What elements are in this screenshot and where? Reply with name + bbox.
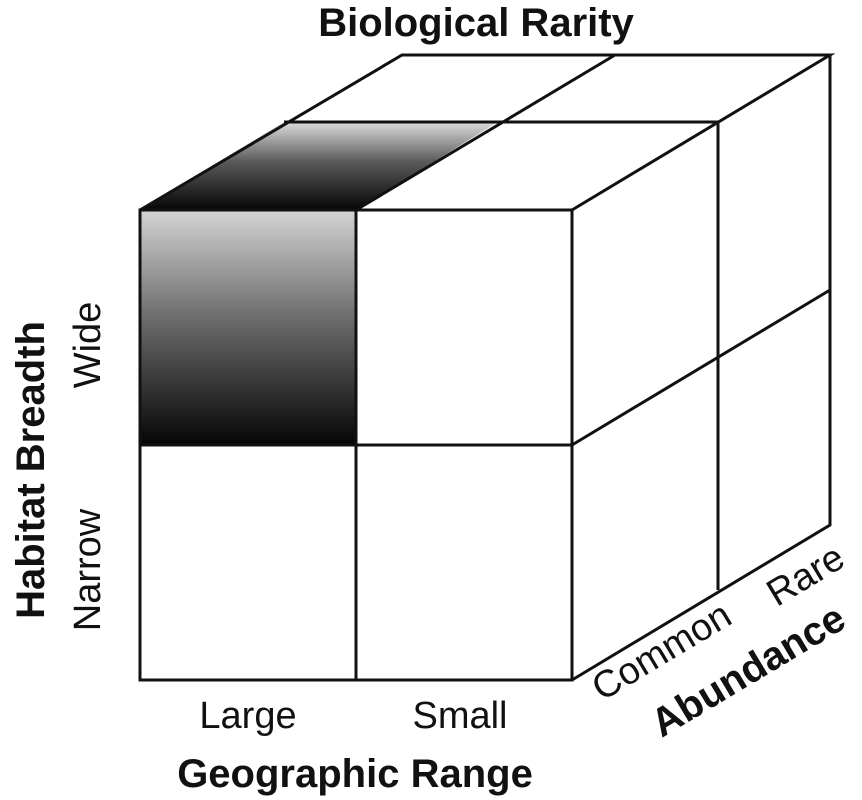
geographic-range-category-large: Large bbox=[199, 695, 296, 737]
habitat-breadth-category-wide: Wide bbox=[67, 302, 109, 389]
top-face-cell-small-common bbox=[356, 122, 718, 210]
geographic-range-axis-label: Geographic Range bbox=[177, 752, 533, 796]
top-face-cell-large-rare bbox=[284, 55, 615, 122]
habitat-breadth-category-narrow: Narrow bbox=[67, 508, 109, 631]
front-cell-large-narrow bbox=[140, 445, 356, 680]
habitat-breadth-axis-label: Habitat Breadth bbox=[9, 321, 53, 619]
top-face-grid bbox=[139, 53, 836, 212]
front-cell-small-wide bbox=[356, 210, 572, 445]
geographic-range-category-small: Small bbox=[412, 695, 507, 737]
top-face-cell-large-common bbox=[140, 122, 498, 210]
diagram-title: Biological Rarity bbox=[318, 1, 634, 45]
top-face-cell-small-rare bbox=[498, 55, 830, 122]
cube bbox=[138, 53, 836, 682]
right-face-grid bbox=[571, 55, 832, 682]
front-cell-large-wide-highlighted bbox=[140, 210, 356, 445]
front-cell-small-narrow bbox=[356, 445, 572, 680]
